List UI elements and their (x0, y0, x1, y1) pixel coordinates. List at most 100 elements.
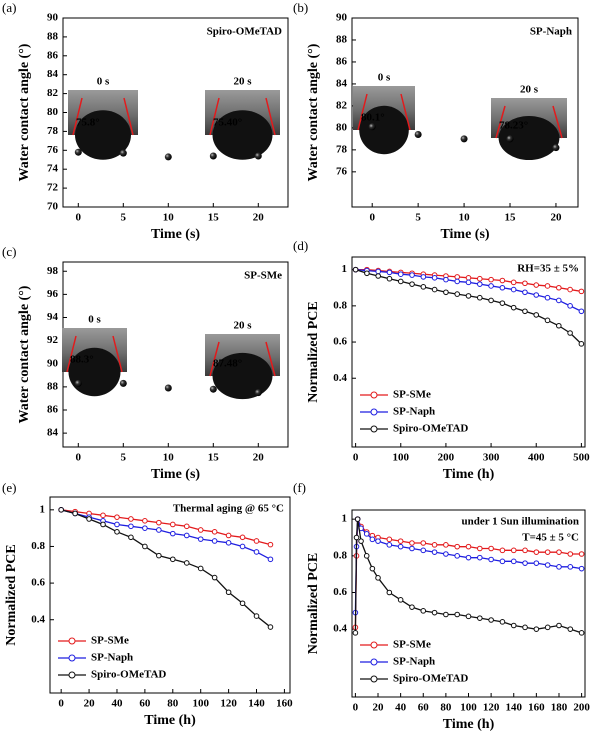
panel: (d) 0 100 200 300 400 500 0.4 0.6 0.8 1 Time (h) Nor… (293, 238, 590, 482)
marker (488, 617, 494, 623)
marker (142, 525, 148, 531)
marker (409, 272, 415, 278)
marker (567, 286, 573, 293)
marker (386, 275, 393, 282)
angle-arrow (112, 335, 123, 373)
marker (169, 556, 176, 563)
marker (510, 547, 517, 554)
x-tick-label: 20 (84, 698, 96, 710)
marker (567, 303, 573, 309)
marker (522, 308, 528, 315)
panel-label: (e) (2, 480, 16, 495)
panel: (c) 0 5 10 15 20 84 86 88 90 92 94 96 98 Time (s) Water… (2, 244, 289, 482)
marker (443, 289, 449, 296)
y-tick-label: 94 (47, 311, 59, 323)
marker (142, 518, 148, 524)
marker (352, 630, 359, 636)
marker (533, 549, 540, 555)
plot-frame (351, 17, 579, 208)
marker (499, 558, 506, 565)
angle-arrow (72, 97, 83, 136)
point (164, 384, 172, 392)
y-tick-label: 82 (336, 99, 348, 111)
inset-angle: 87.48° (213, 358, 242, 370)
point (414, 130, 422, 138)
angle-arrow (552, 105, 563, 139)
inset-angle: 75.8° (76, 117, 100, 129)
marker (488, 545, 494, 552)
annotation: RH=35 ± 5% (517, 263, 579, 275)
angle-arrow (123, 97, 134, 136)
marker (267, 541, 274, 548)
marker (578, 288, 585, 295)
inset-time: 20 s (233, 320, 252, 332)
legend-marker (370, 425, 378, 433)
marker (72, 510, 78, 517)
x-axis-label: Time (s) (151, 227, 200, 242)
marker (488, 556, 494, 563)
x-tick-label: 40 (111, 698, 123, 710)
marker (58, 507, 64, 513)
x-tick-label: 80 (440, 702, 452, 714)
marker (386, 269, 393, 276)
y-tick-label: 98 (47, 265, 59, 277)
legend-marker (68, 671, 76, 679)
marker (522, 280, 528, 287)
x-tick-label: 100 (460, 702, 477, 714)
marker (253, 613, 260, 619)
marker (156, 552, 162, 559)
x-tick-label: 20 (373, 702, 385, 714)
marker (114, 529, 120, 535)
inset-time: 0 s (378, 72, 391, 84)
inset-time: 20 s (520, 84, 539, 96)
annotation: under 1 Sun illumination (462, 516, 579, 528)
marker (211, 574, 218, 581)
marker (431, 549, 438, 555)
chart-title: Spiro-OMeTAD (207, 26, 282, 38)
marker (197, 527, 204, 533)
marker (533, 312, 540, 318)
x-axis-label: Time (h) (144, 713, 196, 728)
marker (375, 575, 381, 581)
x-tick-label: 120 (220, 698, 237, 710)
point (254, 152, 262, 160)
marker (420, 284, 427, 290)
marker (556, 322, 562, 329)
legend-marker (370, 391, 378, 399)
marker (100, 512, 106, 519)
marker (128, 523, 134, 530)
panel-label: (a) (2, 0, 16, 15)
panel-label: (c) (2, 244, 16, 259)
legend-marker (370, 641, 378, 649)
legend-label: SP-SMe (393, 639, 431, 651)
marker (225, 589, 232, 596)
marker (465, 613, 472, 620)
y-axis-label: Normalized PCE (306, 301, 321, 402)
legend-label: Spiro-OMeTAD (393, 673, 468, 685)
point (74, 379, 82, 387)
marker (169, 530, 176, 537)
marker (499, 300, 506, 306)
x-tick-label: 15 (208, 212, 220, 224)
marker (454, 553, 460, 559)
marker (488, 276, 494, 283)
x-tick-label: 60 (139, 698, 151, 710)
point (119, 149, 127, 157)
marker (533, 292, 540, 298)
marker (239, 534, 246, 541)
x-tick-label: 15 (208, 452, 220, 464)
marker (225, 539, 232, 546)
angle-arrow (400, 93, 411, 131)
inset-time: 0 s (88, 314, 101, 326)
y-tick-label: 0.4 (31, 613, 45, 625)
inset-angle: 75.40° (213, 117, 242, 129)
marker (556, 549, 562, 555)
marker (353, 534, 360, 541)
y-tick-label: 86 (47, 404, 59, 416)
chart-title: SP-Naph (530, 26, 572, 38)
legend-label: SP-Naph (393, 406, 435, 418)
marker (443, 276, 449, 283)
panel-label: (b) (293, 0, 308, 15)
marker (397, 597, 404, 603)
